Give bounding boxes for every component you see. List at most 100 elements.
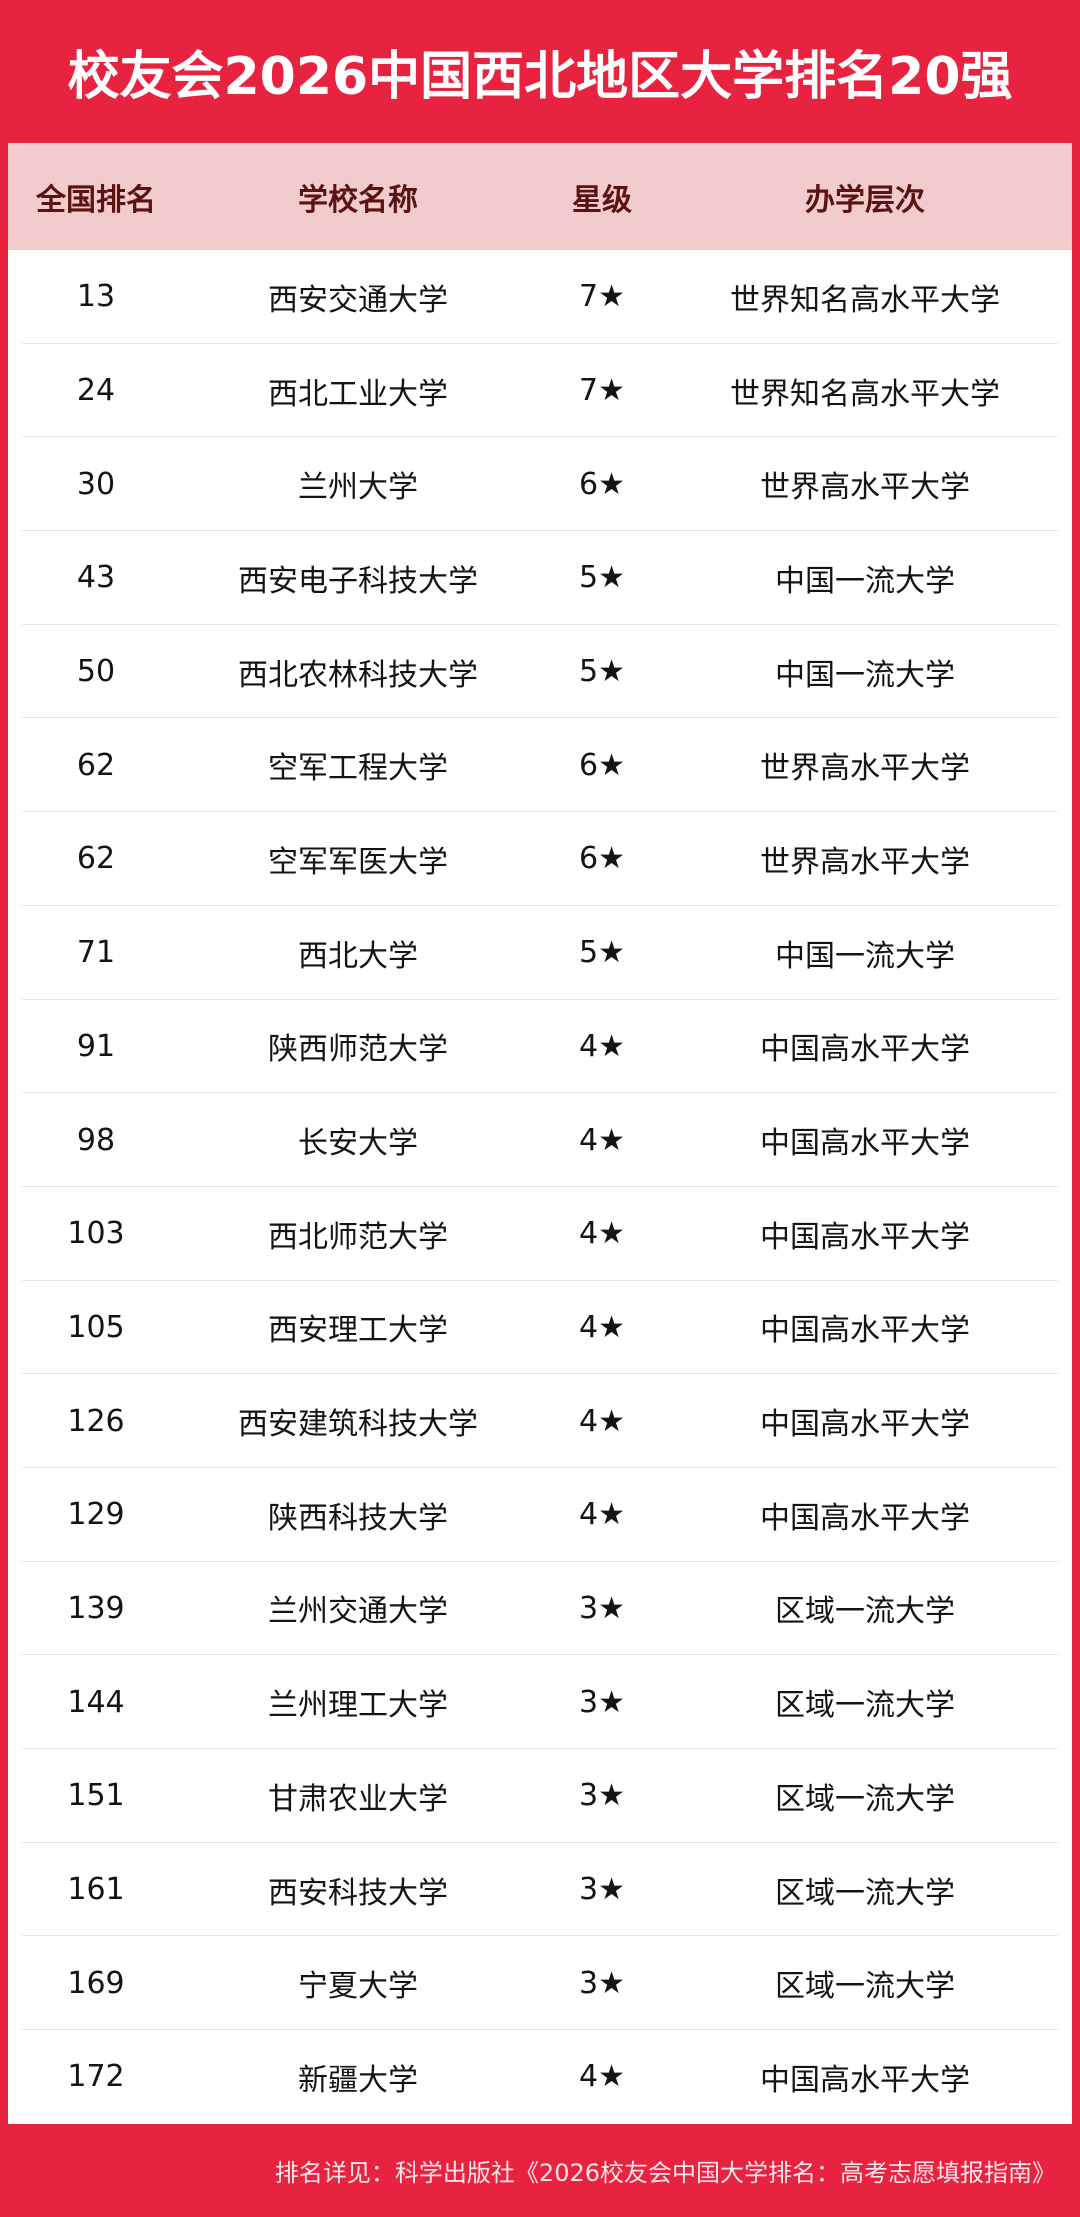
star-rating-cell: 4★ [579,1216,625,1252]
level-cell: 中国高水平大学 [760,1126,970,1162]
school-name-cell: 西北工业大学 [268,376,448,412]
column-header-stars: 星级 [572,182,632,218]
level-cell: 区域一流大学 [775,1781,955,1817]
table-row: 30 兰州大学 6★ 世界高水平大学 [8,437,1072,531]
table-row: 24 西北工业大学 7★ 世界知名高水平大学 [8,344,1072,438]
table-row: 71 西北大学 5★ 中国一流大学 [8,906,1072,1000]
table-row: 126 西安建筑科技大学 4★ 中国高水平大学 [8,1374,1072,1468]
level-cell: 中国高水平大学 [760,1313,970,1349]
level-cell: 世界知名高水平大学 [730,282,1000,318]
level-cell: 中国一流大学 [775,657,955,693]
table-row: 62 空军军医大学 6★ 世界高水平大学 [8,812,1072,906]
school-name-cell: 兰州理工大学 [268,1688,448,1724]
star-rating-cell: 4★ [579,1403,625,1439]
table-row: 161 西安科技大学 3★ 区域一流大学 [8,1843,1072,1937]
rank-cell: 144 [67,1684,125,1720]
table-row: 98 长安大学 4★ 中国高水平大学 [8,1093,1072,1187]
school-name-cell: 空军工程大学 [268,751,448,787]
school-name-cell: 西安科技大学 [268,1875,448,1911]
star-rating-cell: 5★ [579,654,625,690]
table-row: 103 西北师范大学 4★ 中国高水平大学 [8,1187,1072,1281]
level-cell: 区域一流大学 [775,1875,955,1911]
rank-cell: 13 [76,279,116,315]
rank-cell: 62 [76,841,116,877]
star-rating-cell: 4★ [579,1028,625,1064]
level-cell: 世界知名高水平大学 [730,376,1000,412]
table-header: 全国排名 学校名称 星级 办学层次 [8,143,1072,250]
star-rating-cell: 3★ [579,1872,625,1908]
star-rating-cell: 4★ [579,1497,625,1533]
star-rating-cell: 6★ [579,466,625,502]
rank-cell: 105 [67,1309,125,1345]
rank-cell: 24 [76,373,116,409]
star-rating-cell: 6★ [579,747,625,783]
star-rating-cell: 7★ [579,373,625,409]
level-cell: 中国高水平大学 [760,1500,970,1536]
star-rating-cell: 3★ [579,1778,625,1814]
table-row: 172 新疆大学 4★ 中国高水平大学 [8,2030,1072,2124]
rank-cell: 129 [67,1497,125,1533]
level-cell: 中国高水平大学 [760,2062,970,2098]
table-row: 43 西安电子科技大学 5★ 中国一流大学 [8,531,1072,625]
level-cell: 中国高水平大学 [760,1407,970,1443]
school-name-cell: 西安理工大学 [268,1313,448,1349]
level-cell: 中国一流大学 [775,938,955,974]
school-name-cell: 宁夏大学 [298,1969,418,2005]
table-row: 91 陕西师范大学 4★ 中国高水平大学 [8,1000,1072,1094]
school-name-cell: 西安交通大学 [268,282,448,318]
level-cell: 中国高水平大学 [760,1219,970,1255]
rank-cell: 71 [76,935,116,971]
star-rating-cell: 4★ [579,1122,625,1158]
rank-cell: 62 [76,747,116,783]
star-rating-cell: 3★ [579,1590,625,1626]
level-cell: 中国一流大学 [775,563,955,599]
source-note: 排名详见：科学出版社《2026校友会中国大学排名：高考志愿填报指南》 [274,2159,1056,2187]
level-cell: 世界高水平大学 [760,751,970,787]
school-name-cell: 新疆大学 [298,2062,418,2098]
level-cell: 区域一流大学 [775,1688,955,1724]
table-row: 129 陕西科技大学 4★ 中国高水平大学 [8,1468,1072,1562]
rank-cell: 169 [67,1965,125,2001]
level-cell: 区域一流大学 [775,1594,955,1630]
level-cell: 中国高水平大学 [760,1032,970,1068]
school-name-cell: 陕西师范大学 [268,1032,448,1068]
column-header-rank: 全国排名 [36,182,156,218]
school-name-cell: 兰州交通大学 [268,1594,448,1630]
table-row: 169 宁夏大学 3★ 区域一流大学 [8,1936,1072,2030]
school-name-cell: 西北农林科技大学 [238,657,478,693]
rank-cell: 50 [76,654,116,690]
table-row: 62 空军工程大学 6★ 世界高水平大学 [8,718,1072,812]
level-cell: 世界高水平大学 [760,470,970,506]
rank-cell: 98 [76,1122,116,1158]
school-name-cell: 西北大学 [298,938,418,974]
star-rating-cell: 3★ [579,1965,625,2001]
school-name-cell: 西安电子科技大学 [238,563,478,599]
star-rating-cell: 4★ [579,1309,625,1345]
column-header-school: 学校名称 [298,182,418,218]
rank-cell: 103 [67,1216,125,1252]
school-name-cell: 西北师范大学 [268,1219,448,1255]
page-title: 校友会2026中国西北地区大学排名20强 [67,46,1013,107]
rank-cell: 161 [67,1872,125,1908]
level-cell: 世界高水平大学 [760,844,970,880]
rank-cell: 43 [76,560,116,596]
school-name-cell: 西安建筑科技大学 [238,1407,478,1443]
rank-cell: 126 [67,1403,125,1439]
footer: 排名详见：科学出版社《2026校友会中国大学排名：高考志愿填报指南》 [0,2124,1080,2217]
table-row: 139 兰州交通大学 3★ 区域一流大学 [8,1562,1072,1656]
school-name-cell: 甘肃农业大学 [268,1781,448,1817]
star-rating-cell: 4★ [579,2059,625,2095]
column-header-level: 办学层次 [805,182,925,218]
rank-cell: 91 [76,1028,116,1064]
star-rating-cell: 5★ [579,935,625,971]
star-rating-cell: 7★ [579,279,625,315]
rank-cell: 151 [67,1778,125,1814]
ranking-table: 全国排名 学校名称 星级 办学层次 13 西安交通大学 7★ 世界知名高水平大学 24 西… [8,143,1072,2124]
table-row: 105 西安理工大学 4★ 中国高水平大学 [8,1281,1072,1375]
table-row: 13 西安交通大学 7★ 世界知名高水平大学 [8,250,1072,344]
rank-cell: 172 [67,2059,125,2095]
table-body: 13 西安交通大学 7★ 世界知名高水平大学 24 西北工业大学 7★ 世界知名高水平大学 30… [8,250,1072,2124]
star-rating-cell: 5★ [579,560,625,596]
rank-cell: 139 [67,1590,125,1626]
star-rating-cell: 3★ [579,1684,625,1720]
